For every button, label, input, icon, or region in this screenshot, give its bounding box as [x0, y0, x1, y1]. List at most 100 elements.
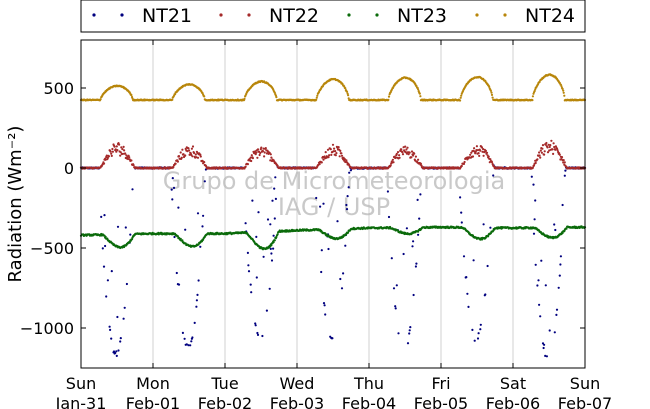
nt21-point [553, 331, 556, 334]
nt21-point [419, 193, 422, 196]
nt22-point [395, 152, 398, 156]
legend-marker [375, 13, 379, 17]
nt21-point [247, 264, 250, 267]
nt21-point [185, 343, 188, 346]
nt22-point [532, 164, 536, 167]
nt22-point [102, 162, 106, 165]
nt21-point [555, 313, 558, 316]
nt21-point [538, 303, 541, 306]
nt22-point [174, 162, 177, 165]
nt24-point [315, 96, 318, 99]
nt22-point [553, 145, 556, 149]
nt21-point [342, 272, 345, 275]
nt24-point [99, 98, 102, 101]
legend-label-nt21: NT21 [142, 5, 192, 27]
nt22-point [262, 147, 265, 150]
nt22-point [538, 154, 541, 157]
nt22-point [401, 153, 405, 156]
nt22-point [389, 164, 392, 167]
nt22-point [417, 158, 420, 161]
nt21-point [544, 354, 547, 357]
nt22-point [264, 147, 267, 150]
nt21-point [417, 233, 420, 236]
nt21-point [270, 252, 273, 255]
nt22-point [398, 154, 401, 157]
nt21-point [274, 197, 277, 200]
nt21-point [394, 307, 397, 310]
y-tick-label: 0 [64, 159, 74, 178]
nt22-point [113, 145, 116, 148]
nt22-point [250, 154, 253, 157]
nt21-point [256, 331, 259, 335]
nt21-point [199, 245, 202, 248]
nt21-point [123, 306, 126, 309]
nt22-point [463, 160, 466, 164]
nt21-point [110, 270, 113, 273]
nt23-point [561, 231, 564, 235]
x-tick-label-day: Sun [570, 374, 600, 393]
nt23-point [565, 227, 568, 230]
nt21-point [273, 217, 276, 220]
nt21-point [108, 325, 111, 328]
nt22-point [193, 151, 196, 155]
nt21-point [177, 206, 180, 209]
nt21-point [466, 292, 469, 295]
nt22-point [180, 156, 183, 159]
nt21-point [554, 228, 557, 232]
nt21-point [544, 284, 547, 287]
x-tick-label-day: Wed [280, 374, 315, 393]
nt21-point [336, 220, 339, 223]
nt21-point [244, 222, 247, 225]
nt21-point [479, 328, 482, 331]
nt21-point [268, 287, 271, 290]
nt22-point [410, 150, 414, 153]
nt22-point [563, 161, 566, 164]
x-tick-label-day: Sun [66, 374, 96, 393]
nt23-point [347, 231, 350, 234]
nt24-point [203, 95, 206, 98]
nt21-point [255, 235, 258, 238]
nt22-point [334, 150, 337, 153]
nt21-point [100, 215, 103, 218]
nt22-point [128, 156, 131, 159]
nt21-point [172, 186, 176, 189]
nt21-point [116, 225, 120, 228]
nt21-point [251, 199, 254, 202]
nt21-point [171, 198, 174, 201]
nt22-point [190, 147, 193, 150]
nt22-point [323, 155, 326, 158]
nt24-point [419, 95, 422, 98]
nt21-point [103, 214, 106, 217]
nt21-point [196, 212, 200, 215]
nt22-point [191, 155, 194, 158]
nt21-point [262, 255, 265, 258]
nt21-point [416, 198, 419, 201]
nt22-point [562, 159, 565, 162]
nt22-point [538, 151, 541, 154]
nt21-point [271, 199, 274, 202]
nt21-point [530, 175, 533, 178]
nt22-point [476, 149, 480, 152]
nt23-point [487, 235, 490, 238]
nt22-point [199, 155, 202, 158]
nt24-point [417, 88, 420, 91]
nt22-point [396, 151, 400, 154]
nt22-point [549, 144, 552, 147]
nt22-point [335, 152, 338, 155]
nt24-point [459, 99, 462, 102]
nt21-point [467, 305, 470, 308]
nt24-point [531, 99, 534, 102]
nt22-point [478, 154, 481, 157]
nt22-point [539, 149, 542, 152]
nt21-point [270, 259, 274, 262]
nt21-point [533, 218, 536, 221]
x-axis-ticks: SunJan-31MonFeb-01TueFeb-02WedFeb-03ThuF… [55, 40, 612, 409]
x-tick-label-date: Feb-05 [414, 394, 468, 409]
nt21-point [181, 331, 184, 334]
legend-marker [247, 13, 251, 17]
nt22-point [405, 148, 408, 151]
nt22-point [536, 158, 539, 161]
nt22-point [485, 151, 489, 154]
nt21-point [254, 322, 257, 325]
y-tick-label: −500 [30, 239, 74, 258]
